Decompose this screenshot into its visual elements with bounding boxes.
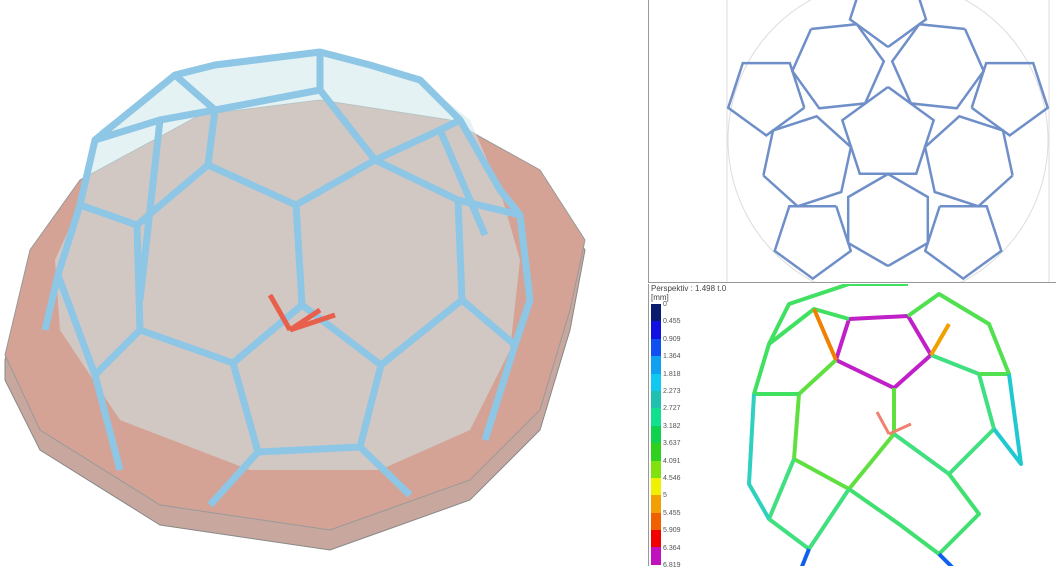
dome-3d-view[interactable] (0, 0, 646, 566)
pipe-frame (41, 48, 534, 508)
dome-glass (55, 52, 520, 470)
member (929, 322, 951, 357)
pentagon-member (726, 61, 806, 137)
legend-swatch (651, 443, 661, 461)
member (937, 552, 954, 566)
legend-value: 4.091 (663, 457, 681, 465)
legend-swatch (651, 512, 661, 531)
legend-swatch (651, 408, 661, 426)
member (906, 292, 1011, 376)
legend-swatch (651, 321, 661, 339)
axis-indicator-icon (267, 293, 336, 333)
axis-indicator-icon (875, 411, 912, 436)
hexagon-member (790, 22, 886, 110)
color-legend: Perspektiv : 1.498 t.0 [mm] 0 0.455 0.909 1… (649, 284, 749, 569)
legend-value: 4.546 (663, 475, 681, 482)
pentagon-member (773, 204, 853, 281)
member (767, 458, 851, 551)
legend-swatch (651, 460, 661, 478)
hexagon-member (923, 114, 1014, 208)
hexagon-member (846, 172, 930, 268)
legend-unit: [mm] (651, 293, 669, 302)
legend-value: 0 (663, 301, 667, 308)
legend-swatch (651, 338, 661, 357)
hexagon-member (762, 114, 853, 208)
legend-value: 3.182 (663, 422, 681, 430)
pipe (136, 119, 164, 301)
member (752, 307, 850, 396)
legend-swatch (651, 373, 661, 391)
member (800, 548, 811, 566)
legend-value: 0.455 (663, 318, 681, 326)
legend-value: 6.364 (663, 544, 681, 552)
pentagon-member (848, 0, 928, 49)
dome-3d-render (4, 48, 586, 551)
legend-swatch (651, 390, 661, 409)
displacement-render (747, 284, 1023, 566)
pipe (54, 203, 143, 379)
pipe (41, 274, 62, 331)
legend-value: 3.637 (663, 440, 681, 448)
member (747, 393, 771, 520)
top-view-render (726, 0, 1050, 301)
pipe (207, 449, 261, 508)
pentagon-member (840, 85, 936, 176)
pipe (91, 374, 124, 471)
legend-swatch (651, 547, 661, 565)
pentagon-member (970, 61, 1050, 137)
legend-value: 5.909 (663, 527, 681, 535)
member (767, 284, 908, 345)
legend-swatch (651, 530, 661, 548)
pipe (357, 444, 413, 498)
member (992, 373, 1023, 466)
legend-swatch (651, 304, 661, 322)
legend-value: 0.909 (663, 335, 681, 343)
displacement-view[interactable]: Perspektiv : 1.498 t.0 [mm] 0 0.455 0.909 1… (648, 284, 1056, 569)
pentagon-member (923, 204, 1003, 281)
pipe (78, 201, 139, 229)
legend-title: Perspektiv : 1.498 t.0 (651, 284, 727, 293)
pipe (457, 196, 534, 347)
legend-swatch (651, 425, 661, 444)
legend-swatch (651, 477, 661, 496)
legend-value: 1.818 (663, 370, 681, 378)
member (847, 472, 981, 556)
legend-value: 5 (663, 492, 667, 500)
member (792, 358, 896, 491)
legend-value: 2.273 (663, 388, 681, 395)
legend-value: 2.727 (663, 405, 681, 413)
center-pentagon-member (834, 314, 933, 390)
legend-swatch (651, 356, 661, 374)
legend-swatch (651, 495, 661, 513)
pipe (76, 48, 523, 218)
legend-value: 1.364 (663, 353, 681, 361)
top-view[interactable] (648, 0, 1056, 301)
legend-value: 5.455 (663, 509, 681, 517)
pipe (436, 128, 489, 237)
member (812, 308, 838, 361)
hexagon-member (890, 22, 986, 110)
legend-color-bar (651, 304, 661, 565)
